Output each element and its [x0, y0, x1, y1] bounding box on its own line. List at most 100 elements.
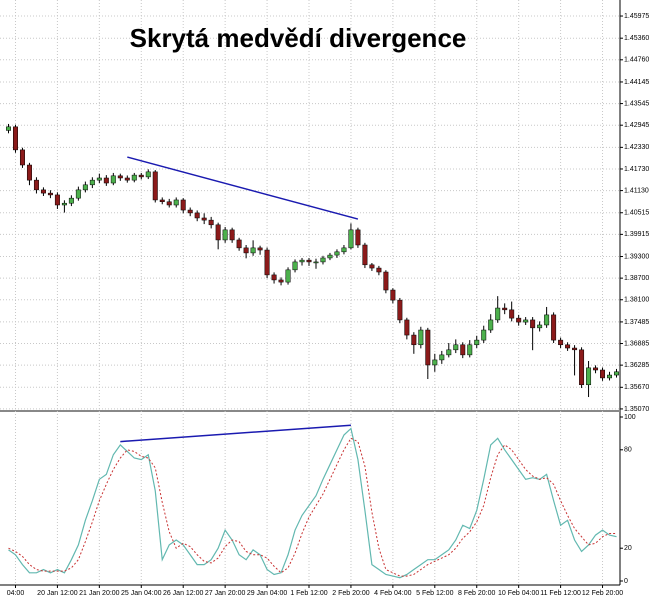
- candle-body: [327, 254, 333, 259]
- candle-body: [565, 344, 571, 349]
- candle-body: [551, 314, 557, 341]
- y-tick-label: 1.43545: [624, 100, 649, 107]
- candle-body: [292, 261, 298, 271]
- candle-body: [418, 329, 424, 346]
- candle-body: [502, 307, 508, 311]
- candle-body: [6, 126, 11, 131]
- candle-body: [131, 174, 137, 181]
- x-tick-label: 1 Feb 12:00: [290, 590, 327, 597]
- candle-body: [306, 259, 312, 263]
- candle-body: [166, 201, 172, 206]
- candle-body: [397, 299, 403, 321]
- candle-body: [47, 192, 53, 196]
- candle-body: [558, 339, 564, 346]
- y-tick-label: 1.35670: [624, 384, 649, 391]
- candle-body: [341, 247, 347, 253]
- y-tick-label: 1.35070: [624, 406, 649, 413]
- x-tick-label: 11 Feb 12:00: [540, 590, 581, 597]
- candle-body: [40, 189, 46, 194]
- candle-body: [432, 359, 438, 366]
- candle-body: [453, 344, 459, 351]
- candle-body: [607, 374, 613, 379]
- candle-body: [194, 212, 200, 219]
- y-tick-label: 1.42945: [624, 122, 649, 129]
- y-tick-label: 1.45975: [624, 13, 649, 20]
- candle-body: [383, 271, 389, 291]
- y-tick-label: 1.44760: [624, 57, 649, 64]
- x-tick-label: 5 Feb 12:00: [416, 590, 453, 597]
- candle-body: [299, 259, 305, 263]
- oscillator-line: [8, 427, 617, 579]
- candle-body: [369, 264, 375, 269]
- candle-body: [495, 307, 501, 321]
- x-tick-label: 12 Feb 20:00: [582, 590, 623, 597]
- candle-body: [12, 126, 18, 151]
- candle-body: [425, 329, 431, 366]
- candle-body: [278, 279, 284, 283]
- candle-body: [103, 177, 109, 184]
- x-tick-label: 8 Feb 20:00: [458, 590, 495, 597]
- x-tick-label: 04:00: [7, 590, 25, 597]
- y-tick-label: 1.45360: [624, 35, 649, 42]
- candle-body: [236, 239, 242, 249]
- oscillator-line: [8, 437, 617, 577]
- candle-body: [75, 189, 81, 199]
- x-tick-label: 27 Jan 20:00: [205, 590, 246, 597]
- y-tick-label: 1.40515: [624, 210, 649, 217]
- candle-body: [152, 171, 158, 201]
- candle-body: [229, 229, 235, 241]
- y-tick-label: 1.36885: [624, 340, 649, 347]
- candle-body: [572, 347, 578, 351]
- x-tick-label: 25 Jan 04:00: [121, 590, 162, 597]
- candle-body: [250, 247, 256, 254]
- candle-body: [19, 149, 25, 166]
- y-tick-label: 1.44145: [624, 79, 649, 86]
- divergence-line: [120, 424, 351, 443]
- candle-body: [481, 329, 487, 341]
- candle-body: [509, 309, 515, 319]
- candle-body: [96, 177, 102, 181]
- y-tick-label: 100: [624, 414, 636, 421]
- candle-body: [390, 289, 396, 301]
- candle-body: [600, 369, 606, 379]
- candle-body: [271, 274, 277, 281]
- candle-body: [523, 319, 529, 323]
- candle-body: [145, 171, 151, 178]
- candle-body: [117, 175, 123, 179]
- y-tick-label: 1.36285: [624, 362, 649, 369]
- candle-body: [138, 174, 144, 178]
- candle-body: [439, 354, 445, 361]
- candle-body: [68, 197, 74, 204]
- candle-body: [348, 229, 354, 249]
- x-tick-label: 10 Feb 04:00: [498, 590, 539, 597]
- y-tick-label: 1.41730: [624, 166, 649, 173]
- candle-body: [173, 199, 179, 206]
- x-tick-label: 21 Jan 20:00: [79, 590, 120, 597]
- candle-body: [313, 261, 319, 264]
- candle-body: [320, 257, 326, 263]
- candle-body: [362, 244, 368, 266]
- candle-body: [215, 224, 221, 241]
- candle-body: [110, 175, 116, 184]
- candle-body: [334, 251, 340, 256]
- x-tick-label: 29 Jan 04:00: [247, 590, 288, 597]
- x-tick-label: 2 Feb 20:00: [332, 590, 369, 597]
- candle-body: [180, 199, 186, 211]
- y-tick-label: 0: [624, 578, 628, 585]
- candle-body: [544, 314, 550, 326]
- candle-body: [285, 269, 291, 283]
- candle-body: [460, 344, 466, 356]
- chart-title: Skrytá medvědí divergence: [130, 23, 467, 53]
- divergence-line: [127, 156, 359, 220]
- candle-body: [26, 164, 32, 181]
- candle-body: [243, 247, 249, 254]
- candle-body: [33, 179, 39, 191]
- candle-body: [579, 349, 585, 386]
- candle-body: [376, 267, 382, 273]
- y-tick-label: 1.38700: [624, 275, 649, 282]
- candle-body: [264, 249, 270, 276]
- y-tick-label: 1.37485: [624, 319, 649, 326]
- candle-body: [82, 184, 88, 191]
